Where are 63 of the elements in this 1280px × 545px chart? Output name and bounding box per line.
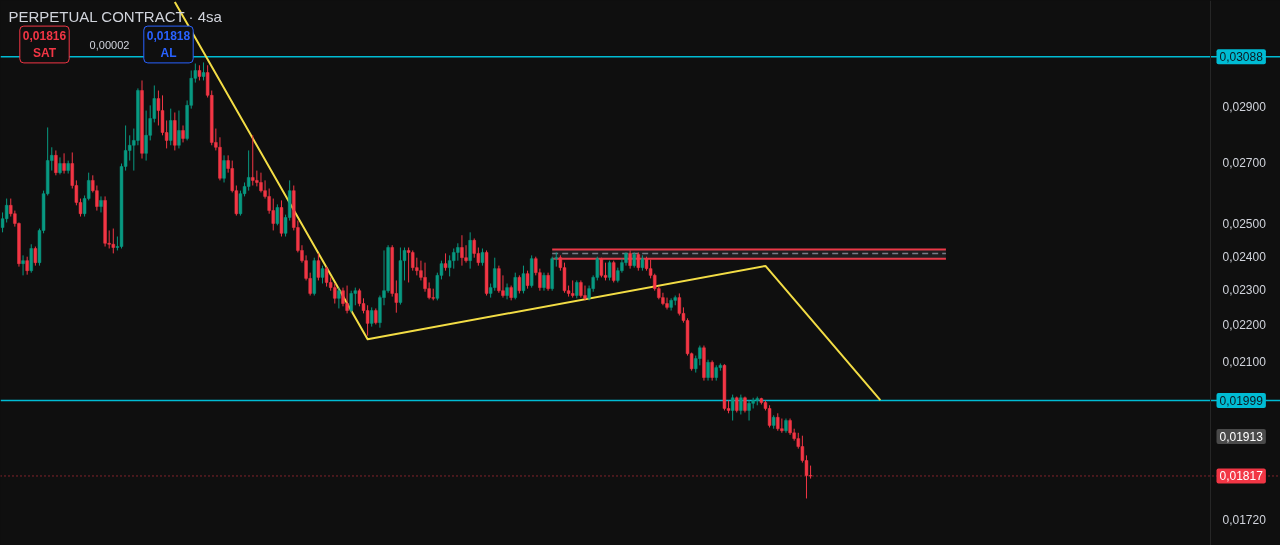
candlestick [665,297,669,310]
candlestick [177,110,181,149]
candlestick [345,285,349,314]
candlestick [99,195,103,213]
candlestick [246,149,251,192]
candlestick [406,247,411,283]
candlestick [698,345,702,366]
y-tick-label: 0,02700 [1222,156,1267,171]
candlestick [677,292,682,317]
candlestick [111,228,115,254]
candlestick [316,252,321,281]
candlestick [517,274,522,294]
candlestick [333,283,337,305]
candlestick [181,124,185,143]
candlestick [411,249,415,272]
candlestick [29,243,33,274]
annotation: 0,00002 [89,38,130,51]
candlestick [365,304,370,337]
candlestick [546,272,550,292]
candlestick [636,251,640,272]
candlestick [739,394,743,415]
candlestick [468,231,472,270]
candlestick [767,404,772,428]
candlestick [493,257,497,292]
candlestick [337,287,341,309]
ref-line-label: 0,03088 [1219,50,1264,65]
text: 0,01913 [1219,430,1264,444]
annotation: SAT [32,45,57,60]
candlestick [54,149,58,176]
y-tick-label: 0,02500 [1222,217,1267,232]
candlestick [521,265,526,294]
candlestick [169,108,173,146]
ref-line-label: 0,01999 [1219,394,1264,409]
annotation: AL [160,45,177,60]
candlestick [780,418,784,434]
annotation: 0,01818 [146,29,191,44]
y-tick-label: 0,01720 [1222,512,1267,527]
candlestick [513,272,517,300]
candlestick [275,203,280,226]
candlestick [497,265,501,294]
candlestick [144,110,148,162]
annotation: 0,01816 [22,29,67,44]
candlestick [460,234,464,267]
candlestick [251,134,255,186]
candlestick [370,306,374,328]
ref-line-label: 0,01817 [1219,469,1264,484]
candlestick [542,272,546,292]
candlestick [62,152,66,175]
candlestick [747,400,751,422]
candlestick [222,154,226,183]
candlestick [21,254,25,276]
candlestick [33,246,38,267]
y-tick-label: 0,02400 [1222,249,1267,264]
candlestick [706,359,710,382]
y-tick-label: 0,02300 [1222,283,1267,298]
candlestick [472,237,476,259]
candlestick [25,256,29,276]
candlestick [710,359,714,382]
y-tick-label: 0,02200 [1222,318,1267,333]
y-tick-label: 0,02100 [1222,355,1267,370]
candlestick [452,247,456,270]
y-tick-label: 0,02900 [1222,99,1267,114]
candlestick [349,290,353,314]
